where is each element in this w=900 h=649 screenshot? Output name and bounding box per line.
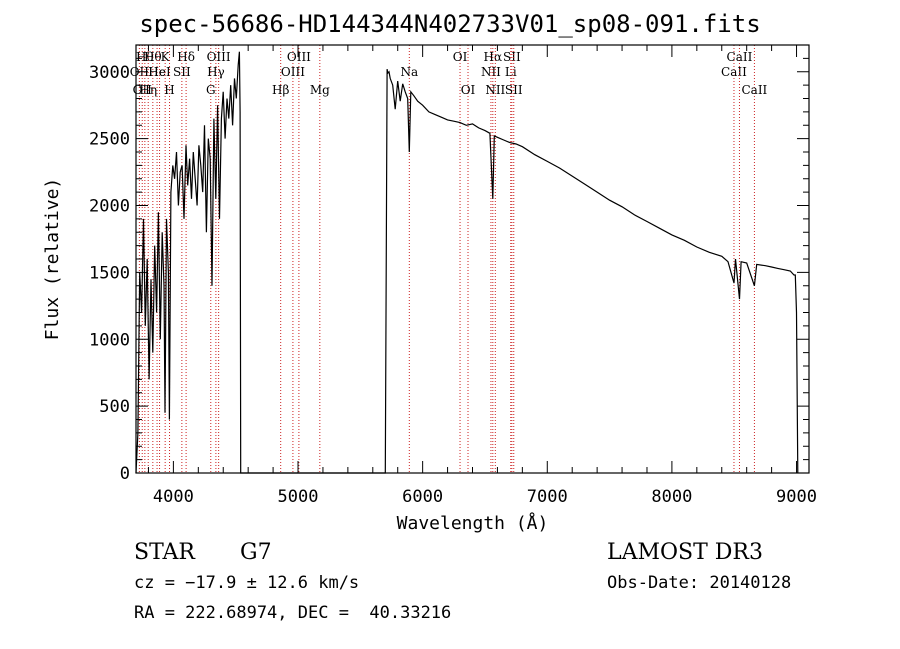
spectral-line-label: CaII bbox=[721, 65, 747, 79]
y-tick-label: 500 bbox=[99, 397, 130, 417]
spectral-line-label: Hα bbox=[484, 50, 503, 64]
spectral-line-label: OI bbox=[453, 50, 468, 64]
y-tick-label: 2000 bbox=[89, 197, 130, 217]
x-tick-label: 7000 bbox=[527, 487, 568, 507]
spectral-line-label: Li bbox=[505, 65, 517, 79]
spectral-line-label: K bbox=[161, 50, 171, 64]
x-tick-label: 9000 bbox=[776, 487, 817, 507]
spectral-line-label: Mg bbox=[310, 83, 330, 97]
spectral-line-label: NII bbox=[481, 65, 501, 79]
y-tick-label: 2500 bbox=[89, 130, 130, 150]
spectral-lines-layer: OIIOIIHθHηHθHeHeIKHSIIHδGHγOIIIHβOIIIOII… bbox=[130, 45, 768, 473]
spectral-line-label: G bbox=[206, 83, 216, 97]
y-tick-label: 1000 bbox=[89, 330, 130, 350]
axes-layer: 4000 5000 6000 7000 8000 9000 0 500 1000 1500 2000… bbox=[42, 44, 817, 534]
spectral-line-label: OI bbox=[461, 83, 476, 97]
x-tick-label: 6000 bbox=[402, 487, 443, 507]
spectral-line-label: CaII bbox=[727, 50, 753, 64]
x-axis-title: Wavelength (Å) bbox=[397, 512, 549, 534]
y-axis-title: Flux (relative) bbox=[42, 178, 63, 341]
spectral-line-label: HeI bbox=[148, 65, 171, 79]
spectral-line-label: NII bbox=[485, 83, 505, 97]
chart-title: spec-56686-HD144344N402733V01_sp08-091.f… bbox=[139, 10, 761, 38]
spectral-line-label: SII bbox=[503, 50, 521, 64]
x-tick-label: 8000 bbox=[651, 487, 692, 507]
object-class: STAR bbox=[134, 540, 195, 565]
spectral-line-label: CaII bbox=[741, 83, 767, 97]
object-subclass: G7 bbox=[240, 540, 272, 565]
x-tick-label: 5000 bbox=[278, 487, 319, 507]
ra-dec-coordinates: RA = 222.68974, DEC = 40.33216 bbox=[134, 603, 452, 623]
spectral-line-label: SII bbox=[505, 83, 523, 97]
series-layer bbox=[135, 51, 799, 474]
observation-date: Obs-Date: 20140128 bbox=[607, 573, 792, 593]
spectral-line-label: Na bbox=[400, 65, 418, 79]
spectral-line-label: OIII bbox=[281, 65, 305, 79]
spectrum-series-line bbox=[135, 51, 799, 474]
spectral-line-label: Hγ bbox=[207, 65, 225, 79]
spectral-line-label: OIII bbox=[207, 50, 231, 64]
plot-frame bbox=[135, 44, 810, 474]
spectral-line-label: Hθ bbox=[144, 50, 162, 64]
spectral-line-label: Hη bbox=[139, 83, 157, 97]
x-tick-label: 4000 bbox=[153, 487, 194, 507]
y-tick-label: 0 bbox=[120, 464, 130, 484]
spectral-line-label: H bbox=[164, 83, 174, 97]
y-tick-label: 1500 bbox=[89, 263, 130, 283]
y-tick-label: 3000 bbox=[89, 63, 130, 83]
spectral-line-label: OIII bbox=[287, 50, 311, 64]
spectral-line-label: Hβ bbox=[272, 83, 289, 97]
spectral-line-label: He bbox=[148, 65, 166, 79]
spectral-line-label: Hθ bbox=[136, 50, 154, 64]
spectral-line-label: OII bbox=[133, 83, 153, 97]
spectral-line-label: SII bbox=[173, 65, 191, 79]
redshift-cz: cz = −17.9 ± 12.6 km/s bbox=[134, 573, 360, 593]
survey-label: LAMOST DR3 bbox=[607, 540, 763, 565]
spectral-line-label: Hδ bbox=[177, 50, 195, 64]
